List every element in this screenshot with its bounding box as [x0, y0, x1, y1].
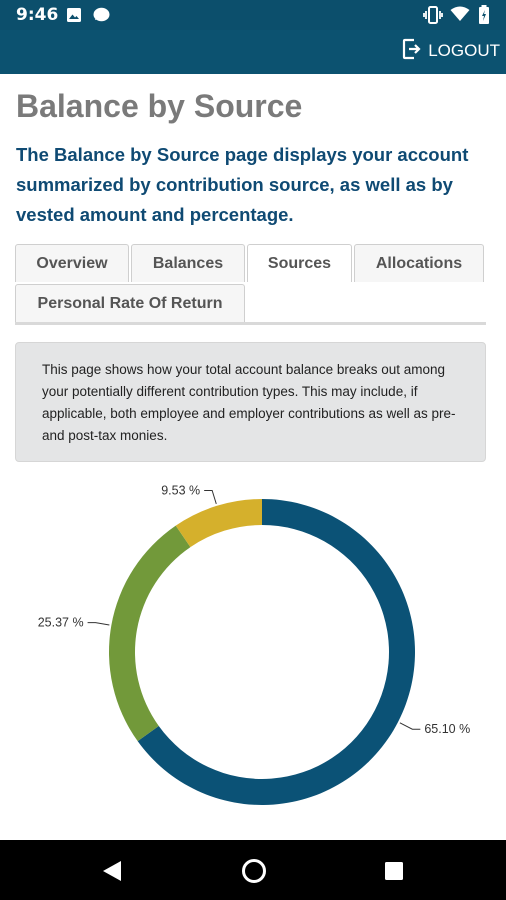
tab-bar: Overview Balances Sources Allocations Pe…: [15, 244, 486, 324]
page-title: Balance by Source: [16, 88, 303, 124]
battery-icon: [478, 5, 490, 30]
tab-allocations[interactable]: Allocations: [354, 244, 484, 282]
chat-bubble-icon: [93, 7, 110, 28]
vibrate-icon: [423, 6, 443, 29]
status-time: 9:46: [16, 5, 59, 25]
info-box-text: This page shows how your total account b…: [42, 362, 456, 443]
tab-personal-rate-of-return[interactable]: Personal Rate Of Return: [15, 284, 245, 322]
donut-leader-1: [87, 622, 110, 626]
donut-label-2: 9.53 %: [161, 484, 200, 498]
back-icon[interactable]: [101, 859, 123, 888]
status-bar: 9:46: [0, 0, 506, 30]
home-icon[interactable]: [241, 858, 267, 889]
donut-slice-1[interactable]: [109, 525, 191, 742]
balance-source-chart: 65.10 % 25.37 % 9.53 %: [0, 410, 506, 840]
logout-icon: [402, 38, 422, 65]
app-bar: LOGOUT: [0, 30, 506, 74]
info-box: This page shows how your total account b…: [15, 342, 486, 462]
donut-leader-2: [204, 490, 217, 505]
tab-overview[interactable]: Overview: [15, 244, 129, 282]
logout-button[interactable]: LOGOUT: [402, 38, 500, 64]
donut-slice-2[interactable]: [175, 499, 262, 548]
page-intro: The Balance by Source page displays your…: [16, 144, 469, 225]
donut-chart-svg: 65.10 % 25.37 % 9.53 %: [38, 484, 470, 805]
donut-label-0: 65.10 %: [424, 722, 470, 736]
tab-balances[interactable]: Balances: [131, 244, 245, 282]
tab-sources[interactable]: Sources: [247, 244, 352, 282]
tabs-divider: [15, 322, 486, 325]
image-icon: [66, 7, 82, 28]
donut-leader-0: [399, 722, 421, 730]
recents-icon[interactable]: [383, 860, 405, 887]
wifi-icon: [450, 6, 470, 27]
donut-label-1: 25.37 %: [38, 616, 84, 630]
logout-label: LOGOUT: [428, 41, 500, 60]
system-nav-bar: [0, 840, 506, 900]
